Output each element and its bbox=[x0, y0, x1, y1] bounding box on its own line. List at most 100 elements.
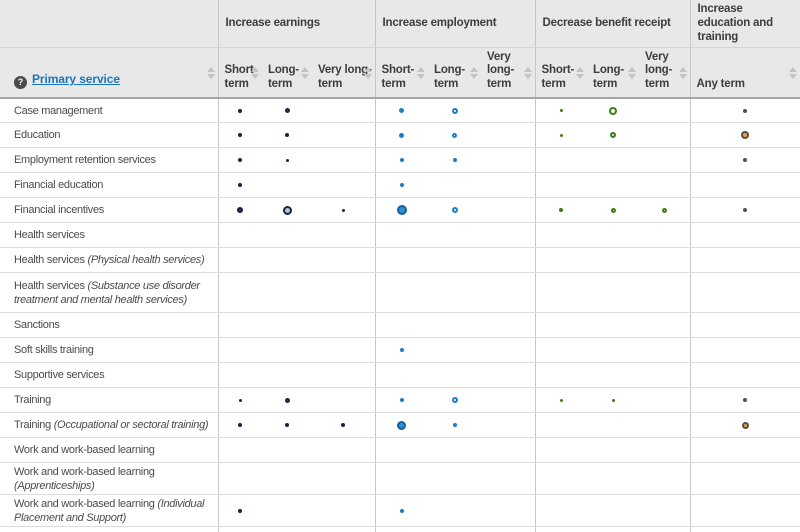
evidence-cell bbox=[428, 122, 482, 149]
evidence-cell bbox=[587, 494, 640, 528]
evidence-cell bbox=[262, 147, 312, 174]
evidence-cell bbox=[534, 526, 588, 532]
col-earnings-long-term[interactable]: Long-term bbox=[262, 47, 312, 99]
evidence-cell bbox=[374, 197, 429, 224]
sort-icon[interactable] bbox=[576, 66, 585, 79]
evidence-cell bbox=[217, 197, 262, 224]
evidence-cell bbox=[312, 172, 376, 199]
col-earnings-short-term[interactable]: Short-term bbox=[217, 47, 262, 99]
evidence-cell bbox=[374, 122, 429, 149]
evidence-cell bbox=[374, 462, 429, 496]
sort-icon[interactable] bbox=[628, 66, 637, 79]
group-label: Increase employment bbox=[382, 16, 497, 29]
evidence-dot bbox=[743, 208, 748, 213]
evidence-dot bbox=[610, 207, 616, 213]
evidence-dot bbox=[399, 183, 404, 188]
evidence-cell bbox=[534, 122, 588, 149]
evidence-cell bbox=[481, 462, 536, 496]
evidence-cell bbox=[428, 97, 482, 124]
table-header: Increase earnings Increase employment De… bbox=[0, 0, 800, 99]
evidence-cell bbox=[262, 172, 312, 199]
table-row: Financial education bbox=[0, 172, 800, 199]
column-label: Short-term bbox=[224, 64, 258, 90]
evidence-cell bbox=[374, 526, 429, 532]
sort-icon[interactable] bbox=[206, 66, 215, 79]
evidence-cell bbox=[374, 247, 429, 274]
evidence-cell bbox=[534, 247, 588, 274]
sort-icon[interactable] bbox=[251, 66, 259, 79]
evidence-dot bbox=[238, 398, 242, 402]
sort-icon[interactable] bbox=[470, 66, 479, 79]
evidence-cell bbox=[312, 387, 376, 414]
evidence-cell bbox=[534, 147, 588, 174]
evidence-cell bbox=[428, 387, 482, 414]
table-row: Training (Occupational or sectoral train… bbox=[0, 412, 800, 439]
primary-service-link[interactable]: Primary service bbox=[32, 71, 120, 86]
col-benefit-short-term[interactable]: Short-term bbox=[534, 47, 588, 99]
sort-icon[interactable] bbox=[789, 66, 798, 79]
evidence-dot bbox=[341, 423, 346, 428]
evidence-cell bbox=[428, 494, 482, 528]
column-label: Any term bbox=[696, 77, 745, 90]
evidence-cell bbox=[481, 362, 536, 389]
evidence-cell bbox=[587, 272, 640, 314]
evidence-dot bbox=[238, 423, 243, 428]
evidence-cell bbox=[534, 494, 588, 528]
col-benefit-very-long-term[interactable]: Very long-term bbox=[639, 47, 691, 99]
col-header-primary-service: ? Primary service bbox=[0, 47, 218, 99]
service-name: Soft skills training bbox=[0, 337, 218, 364]
evidence-cell bbox=[689, 387, 800, 414]
evidence-cell bbox=[428, 337, 482, 364]
evidence-dot bbox=[451, 207, 458, 214]
help-icon[interactable]: ? bbox=[14, 75, 27, 89]
evidence-dot bbox=[452, 158, 457, 163]
evidence-cell bbox=[534, 222, 588, 249]
evidence-cell bbox=[374, 494, 429, 528]
evidence-cell bbox=[428, 197, 482, 224]
evidence-cell bbox=[481, 197, 536, 224]
evidence-cell bbox=[481, 412, 536, 439]
evidence-cell bbox=[217, 222, 262, 249]
evidence-cell bbox=[587, 387, 640, 414]
sort-icon[interactable] bbox=[301, 66, 309, 79]
sort-icon[interactable] bbox=[678, 66, 687, 79]
col-employment-long-term[interactable]: Long-term bbox=[428, 47, 482, 99]
col-benefit-long-term[interactable]: Long-term bbox=[587, 47, 640, 99]
evidence-cell bbox=[217, 437, 262, 464]
evidence-dot bbox=[559, 133, 563, 137]
evidence-cell bbox=[374, 147, 429, 174]
evidence-cell bbox=[312, 312, 376, 339]
sort-icon[interactable] bbox=[363, 66, 372, 79]
evidence-cell bbox=[262, 494, 312, 528]
sort-icon[interactable] bbox=[417, 66, 426, 79]
group-header-decrease-benefit-receipt: Decrease benefit receipt bbox=[534, 0, 691, 49]
col-earnings-very-long-term[interactable]: Very long-term bbox=[312, 47, 376, 99]
evidence-cell bbox=[217, 462, 262, 496]
evidence-cell bbox=[689, 462, 800, 496]
col-employment-short-term[interactable]: Short-term bbox=[374, 47, 429, 99]
evidence-dot bbox=[285, 133, 289, 138]
evidence-cell bbox=[639, 147, 691, 174]
evidence-cell bbox=[428, 172, 482, 199]
evidence-dot bbox=[661, 207, 667, 213]
evidence-cell bbox=[639, 437, 691, 464]
evidence-dot bbox=[399, 158, 404, 163]
evidence-cell bbox=[312, 222, 376, 249]
evidence-dot bbox=[397, 420, 407, 430]
evidence-cell bbox=[262, 122, 312, 149]
col-employment-very-long-term[interactable]: Very long-term bbox=[481, 47, 536, 99]
col-education-any-term[interactable]: Any term bbox=[689, 47, 800, 99]
evidence-dot bbox=[285, 423, 289, 428]
evidence-cell bbox=[587, 412, 640, 439]
sort-icon[interactable] bbox=[523, 66, 532, 79]
column-label: Short-term bbox=[381, 64, 415, 90]
evidence-cell bbox=[481, 312, 536, 339]
evidence-cell bbox=[262, 337, 312, 364]
service-name: Work and work-based learning bbox=[0, 437, 218, 464]
evidence-cell bbox=[217, 97, 262, 124]
evidence-cell bbox=[481, 247, 536, 274]
evidence-cell bbox=[262, 462, 312, 496]
evidence-cell bbox=[312, 122, 376, 149]
column-label: Long-term bbox=[593, 64, 624, 90]
corner-cell bbox=[0, 0, 218, 49]
